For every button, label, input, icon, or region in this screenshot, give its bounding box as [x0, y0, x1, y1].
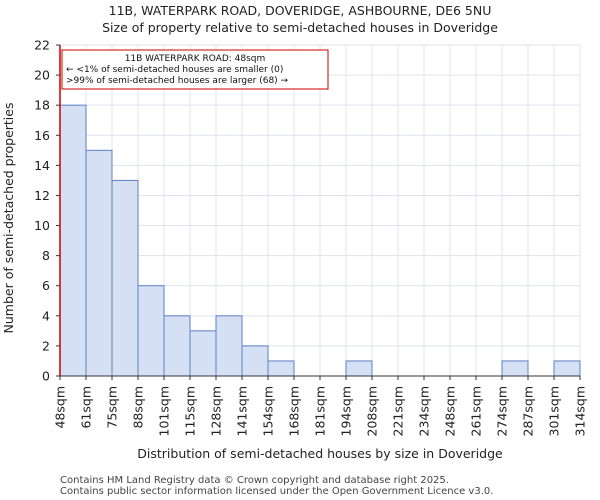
bar-61sqm [85, 149, 113, 377]
x-tick-label: 208sqm [365, 386, 380, 436]
bars [59, 104, 581, 377]
x-tick-label: 168sqm [287, 386, 302, 436]
x-tick-label: 181sqm [313, 386, 328, 436]
bar-88sqm [137, 285, 165, 377]
x-tick-label: 248sqm [443, 386, 458, 436]
y-tick-label: 2 [42, 338, 50, 353]
bar-128sqm [215, 315, 243, 377]
bar-194sqm [345, 360, 373, 377]
bar-101sqm [163, 315, 191, 377]
annotation-line1: 11B WATERPARK ROAD: 48sqm [125, 54, 266, 64]
y-tick-label: 12 [34, 188, 50, 203]
x-tick-label: 61sqm [79, 386, 94, 429]
bar-141sqm [241, 345, 269, 377]
y-tick-label: 22 [34, 38, 50, 53]
y-tick-label: 8 [42, 248, 50, 263]
x-tick-label: 274sqm [495, 386, 510, 436]
bar-75sqm [111, 179, 139, 377]
y-tick-label: 18 [34, 98, 50, 113]
y-tick-label: 14 [34, 158, 50, 173]
x-tick-label: 101sqm [157, 386, 172, 436]
x-tick-label: 128sqm [209, 386, 224, 436]
footer-line2: Contains public sector information licen… [60, 486, 493, 497]
annotation-line3: >99% of semi-detached houses are larger … [66, 76, 289, 86]
y-axis-ticks: 0 2 4 6 8 10 12 14 16 18 20 22 [34, 38, 60, 384]
x-tick-label: 221sqm [391, 386, 406, 436]
x-tick-label: 154sqm [261, 386, 276, 436]
footer-line1: Contains HM Land Registry data © Crown c… [60, 475, 449, 486]
bar-48sqm [59, 104, 87, 377]
x-axis-label: Distribution of semi-detached houses by … [137, 446, 503, 461]
y-tick-label: 10 [34, 218, 50, 233]
bar-301sqm [553, 360, 581, 377]
annotation-box: 11B WATERPARK ROAD: 48sqm ← <1% of semi-… [61, 49, 329, 90]
x-tick-label: 287sqm [521, 386, 536, 436]
y-tick-label: 6 [42, 278, 50, 293]
bar-274sqm [501, 360, 529, 377]
annotation-line2: ← <1% of semi-detached houses are smalle… [66, 65, 283, 75]
x-tick-label: 314sqm [573, 386, 588, 436]
x-tick-label: 48sqm [53, 386, 68, 429]
chart-title-line1: 11B, WATERPARK ROAD, DOVERIDGE, ASHBOURN… [109, 3, 492, 18]
bar-115sqm [189, 330, 217, 377]
x-tick-label: 88sqm [131, 386, 146, 429]
x-tick-label: 261sqm [469, 386, 484, 436]
y-axis-label: Number of semi-detached properties [1, 103, 16, 334]
x-tick-label: 75sqm [105, 386, 120, 429]
x-tick-label: 141sqm [235, 386, 250, 436]
y-tick-label: 0 [42, 369, 50, 384]
chart-title-line2: Size of property relative to semi-detach… [102, 20, 498, 35]
x-tick-label: 234sqm [417, 386, 432, 436]
x-axis-ticks: 48sqm 61sqm 75sqm 88sqm 101sqm 115sqm 128sqm 14… [53, 376, 588, 436]
x-tick-label: 194sqm [339, 386, 354, 436]
y-tick-label: 20 [34, 68, 50, 83]
y-tick-label: 4 [42, 308, 50, 323]
bar-154sqm [267, 360, 295, 377]
y-tick-label: 16 [34, 128, 50, 143]
x-tick-label: 301sqm [547, 386, 562, 436]
x-tick-label: 115sqm [183, 386, 198, 436]
